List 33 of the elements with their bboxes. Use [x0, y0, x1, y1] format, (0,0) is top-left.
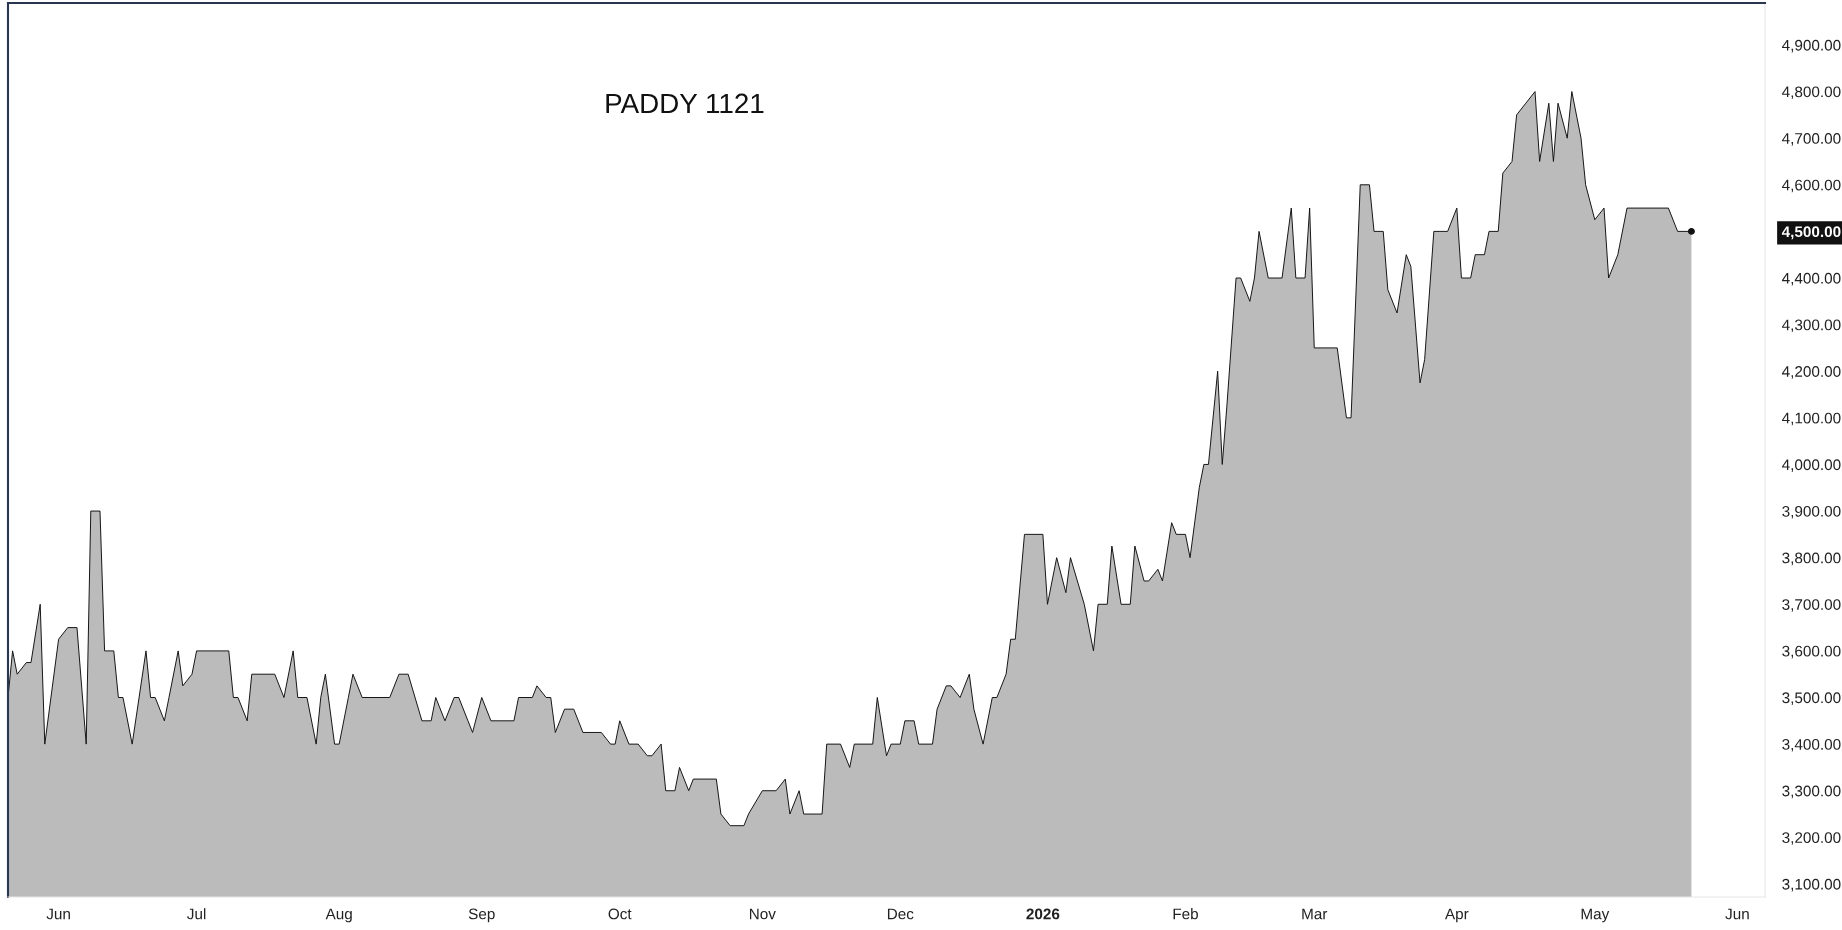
x-tick-label: May — [1581, 908, 1610, 923]
x-tick-label: Dec — [887, 908, 914, 920]
y-tick-label: 3,500.00 — [1782, 692, 1841, 705]
x-tick-label: 2026 — [1026, 908, 1060, 920]
x-tick-label: Jul — [187, 908, 206, 920]
y-tick-label: 4,600.00 — [1782, 179, 1841, 193]
y-tick-label: 3,300.00 — [1782, 785, 1841, 799]
y-tick-label: 4,900.00 — [1782, 39, 1841, 53]
y-tick-label: 3,200.00 — [1782, 832, 1841, 845]
y-tick-label: 3,400.00 — [1782, 738, 1841, 752]
y-tick-label: 4,500.00 — [1781, 226, 1841, 240]
y-tick-label: 3,900.00 — [1782, 505, 1841, 519]
y-tick-label: 4,800.00 — [1782, 86, 1841, 100]
x-tick-label: Oct — [608, 908, 632, 920]
y-tick-label: 4,400.00 — [1782, 272, 1841, 286]
y-tick-label: 4,100.00 — [1782, 412, 1841, 426]
x-tick-label: Sep — [468, 908, 495, 923]
x-tick-label: Mar — [1302, 908, 1328, 920]
y-tick-label: 3,600.00 — [1782, 645, 1841, 659]
y-tick-label: 4,700.00 — [1782, 133, 1841, 146]
x-tick-label: Nov — [749, 908, 776, 920]
y-tick-label: 3,800.00 — [1782, 552, 1841, 566]
y-tick-label: 3,100.00 — [1782, 878, 1841, 892]
y-tick-label: 3,700.00 — [1782, 599, 1841, 612]
x-tick-label: Feb — [1173, 908, 1198, 920]
y-tick-label: 4,300.00 — [1782, 319, 1841, 333]
x-tick-label: Jun — [46, 908, 70, 920]
x-tick-label: Apr — [1444, 908, 1469, 923]
x-tick-label: Jun — [1725, 908, 1749, 920]
y-tick-label: 4,200.00 — [1782, 366, 1841, 379]
y-tick-label: 4,000.00 — [1782, 459, 1841, 472]
x-tick-label: Aug — [325, 908, 352, 923]
text: PADDY 1121 — [606, 93, 764, 113]
